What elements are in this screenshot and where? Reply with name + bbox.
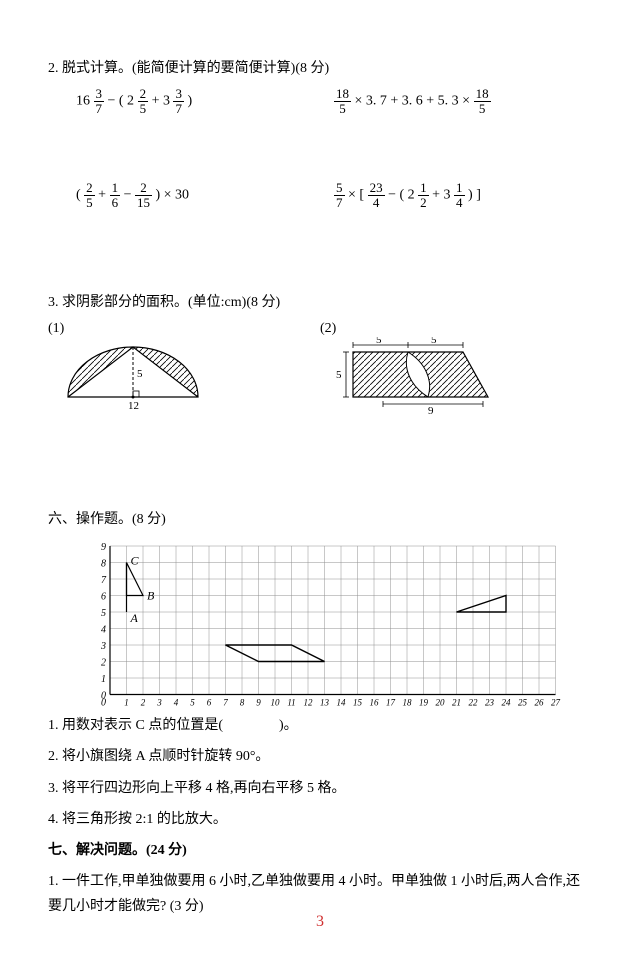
frac: 16 <box>110 181 121 209</box>
text: ) ] <box>465 188 481 203</box>
svg-text:5: 5 <box>101 608 106 619</box>
svg-text:7: 7 <box>101 575 107 586</box>
svg-text:C: C <box>131 554 140 568</box>
svg-text:18: 18 <box>403 698 413 708</box>
q2-expr-d: 57 × [ 234 − ( 2 12 + 3 14 ) ] <box>334 181 592 209</box>
svg-text:8: 8 <box>240 698 245 708</box>
frac: 215 <box>135 181 152 209</box>
q2-title: 2. 脱式计算。(能简便计算的要简便计算)(8 分) <box>48 56 592 81</box>
svg-text:2: 2 <box>101 658 106 669</box>
page-number: 3 <box>316 913 324 931</box>
q6-sub1: 1. 用数对表示 C 点的位置是( )。 <box>48 713 592 738</box>
svg-text:9: 9 <box>101 542 106 553</box>
q6-grid: 9876543210123456789101112131415161718192… <box>92 538 572 713</box>
svg-text:13: 13 <box>320 698 330 708</box>
q3-figures: (1) 5 12 (2) <box>48 321 592 417</box>
q3-part1-label: (1) <box>48 321 64 336</box>
svg-text:24: 24 <box>502 698 512 708</box>
svg-text:0: 0 <box>101 698 106 709</box>
svg-text:1: 1 <box>101 674 106 685</box>
svg-text:16: 16 <box>370 698 380 708</box>
frac: 12 <box>418 181 429 209</box>
text: 16 <box>76 94 94 109</box>
svg-text:4: 4 <box>101 625 106 636</box>
svg-text:19: 19 <box>419 698 429 708</box>
q3-figure1: 5 12 <box>58 337 218 412</box>
svg-text:7: 7 <box>223 698 228 708</box>
svg-text:5: 5 <box>190 698 195 708</box>
svg-text:8: 8 <box>101 559 106 570</box>
svg-text:12: 12 <box>304 698 314 708</box>
q7-sub1: 1. 一件工作,甲单独做要用 6 小时,乙单独做要用 4 小时。甲单独做 1 小… <box>48 869 592 919</box>
frac: 37 <box>94 87 105 115</box>
svg-text:9: 9 <box>256 698 261 708</box>
svg-text:25: 25 <box>518 698 528 708</box>
fig2-h: 5 <box>336 369 342 381</box>
svg-text:A: A <box>130 611 139 625</box>
text: × 3. 7 + 3. 6 + 5. 3 × <box>351 94 474 109</box>
q2-expr-c: ( 25 + 16 − 215 ) × 30 <box>76 181 334 209</box>
svg-text:20: 20 <box>436 698 446 708</box>
text: ) <box>184 94 192 109</box>
q2-row1: 16 37 − ( 2 25 + 3 37 ) 185 × 3. 7 + 3. … <box>48 87 592 115</box>
svg-text:B: B <box>147 589 155 603</box>
frac: 185 <box>474 87 491 115</box>
q2-expr-a: 16 37 − ( 2 25 + 3 37 ) <box>76 87 334 115</box>
q6-sub4: 4. 将三角形按 2:1 的比放大。 <box>48 807 592 832</box>
fig2-t2: 5 <box>431 337 437 346</box>
q3-fig2-col: (2) 5 5 5 <box>320 321 592 417</box>
svg-text:17: 17 <box>386 698 396 708</box>
text: − <box>120 188 135 203</box>
frac: 185 <box>334 87 351 115</box>
text: + 3 <box>429 188 454 203</box>
svg-text:27: 27 <box>551 698 561 708</box>
svg-text:6: 6 <box>207 698 212 708</box>
svg-text:4: 4 <box>174 698 179 708</box>
q6-grid-wrap: 9876543210123456789101112131415161718192… <box>48 538 592 713</box>
frac: 14 <box>454 181 465 209</box>
svg-text:21: 21 <box>452 698 461 708</box>
svg-text:3: 3 <box>156 698 162 708</box>
q6-sub2: 2. 将小旗图绕 A 点顺时针旋转 90°。 <box>48 744 592 769</box>
svg-text:11: 11 <box>287 698 295 708</box>
text: − ( 2 <box>104 94 138 109</box>
q2-expr-b: 185 × 3. 7 + 3. 6 + 5. 3 × 185 <box>334 87 592 115</box>
text: + 3 <box>148 94 173 109</box>
svg-text:14: 14 <box>337 698 347 708</box>
frac: 234 <box>368 181 385 209</box>
q3-fig1-col: (1) 5 12 <box>48 321 320 417</box>
svg-text:6: 6 <box>101 592 106 603</box>
frac: 37 <box>173 87 184 115</box>
text: × [ <box>345 188 368 203</box>
text: + <box>95 188 110 203</box>
text: ) × 30 <box>152 188 189 203</box>
frac: 57 <box>334 181 345 209</box>
svg-text:3: 3 <box>100 641 106 652</box>
svg-text:15: 15 <box>353 698 363 708</box>
q2-row2: ( 25 + 16 − 215 ) × 30 57 × [ 234 − ( 2 … <box>48 181 592 209</box>
svg-text:10: 10 <box>271 698 281 708</box>
svg-text:23: 23 <box>485 698 495 708</box>
frac: 25 <box>84 181 95 209</box>
q7-title: 七、解决问题。(24 分) <box>48 838 592 863</box>
q3-part2-label: (2) <box>320 321 336 336</box>
fig2-t1: 5 <box>376 337 382 346</box>
text: ( <box>76 188 84 203</box>
q3-title: 3. 求阴影部分的面积。(单位:cm)(8 分) <box>48 290 592 315</box>
fig2-b: 9 <box>428 405 434 417</box>
q3-figure2: 5 5 5 9 <box>328 337 498 417</box>
fig1-d: 12 <box>128 400 139 412</box>
fig1-h: 5 <box>137 368 143 380</box>
text: − ( 2 <box>385 188 419 203</box>
svg-text:26: 26 <box>535 698 545 708</box>
svg-text:1: 1 <box>124 698 129 708</box>
svg-text:22: 22 <box>469 698 479 708</box>
q6-title: 六、操作题。(8 分) <box>48 507 592 532</box>
q6-sub3: 3. 将平行四边形向上平移 4 格,再向右平移 5 格。 <box>48 776 592 801</box>
frac: 25 <box>138 87 149 115</box>
svg-text:2: 2 <box>141 698 146 708</box>
